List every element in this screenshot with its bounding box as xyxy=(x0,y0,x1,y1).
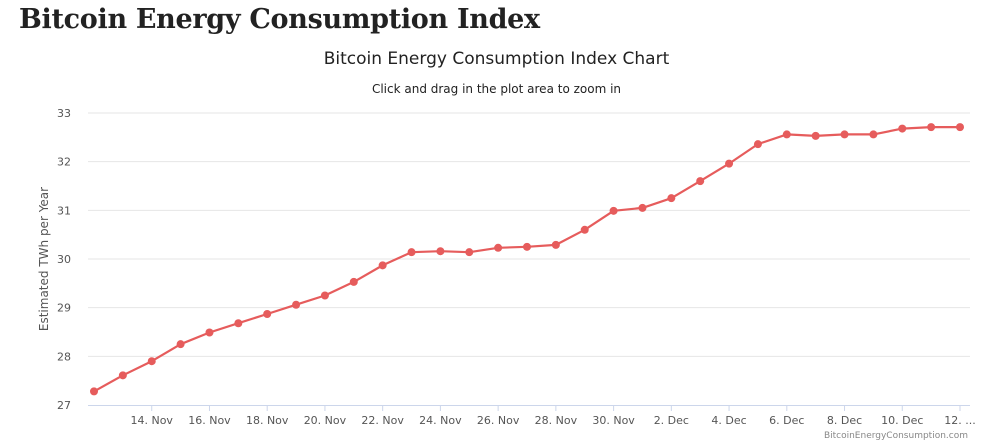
data-point[interactable] xyxy=(956,123,964,132)
data-point[interactable] xyxy=(234,319,243,328)
x-tick-label: 26. Nov xyxy=(477,414,520,427)
x-tick-label: 30. Nov xyxy=(592,414,635,427)
data-point[interactable] xyxy=(523,242,531,251)
x-tick-label: 20. Nov xyxy=(304,414,347,427)
x-tick-label: 10. Dec xyxy=(881,414,923,427)
x-tick-label: 28. Nov xyxy=(535,414,578,427)
x-axis-labels: 14. Nov 16. Nov 18. Nov 20. Nov 22. Nov 24. N… xyxy=(130,405,976,427)
y-tick-label: 33 xyxy=(57,107,71,120)
data-point[interactable] xyxy=(378,261,387,270)
data-point[interactable] xyxy=(407,248,416,257)
data-point[interactable] xyxy=(436,247,445,256)
data-point[interactable] xyxy=(580,225,589,234)
y-tick-label: 27 xyxy=(57,399,71,412)
x-tick-label: 6. Dec xyxy=(769,414,804,427)
x-tick-label: 2. Dec xyxy=(654,414,689,427)
series-layer[interactable] xyxy=(90,123,964,396)
chart-title: Bitcoin Energy Consumption Index Chart xyxy=(323,49,670,69)
data-point[interactable] xyxy=(292,300,301,309)
data-point[interactable] xyxy=(753,140,762,149)
data-point[interactable] xyxy=(147,357,156,366)
data-point[interactable] xyxy=(551,240,560,249)
x-tick-label: 22. Nov xyxy=(361,414,404,427)
x-tick-label: 16. Nov xyxy=(188,414,231,427)
y-axis: 27 28 29 30 31 32 33 xyxy=(57,107,71,412)
x-tick-label: 8. Dec xyxy=(827,414,862,427)
data-point[interactable] xyxy=(898,124,907,133)
data-point[interactable] xyxy=(609,206,618,215)
data-point[interactable] xyxy=(90,387,98,396)
page-heading: Bitcoin Energy Consumption Index xyxy=(19,4,540,35)
data-point[interactable] xyxy=(118,371,127,380)
data-point[interactable] xyxy=(320,291,329,300)
data-point[interactable] xyxy=(465,248,474,257)
data-point[interactable] xyxy=(176,340,185,349)
grid-lines xyxy=(88,112,970,357)
chart-subtitle: Click and drag in the plot area to zoom … xyxy=(371,82,622,96)
data-point[interactable] xyxy=(696,177,705,186)
data-point[interactable] xyxy=(782,130,791,139)
y-tick-label: 29 xyxy=(57,302,71,315)
data-point[interactable] xyxy=(263,309,272,318)
data-point[interactable] xyxy=(811,131,820,140)
x-tick-label: 12. ... xyxy=(944,414,975,427)
y-tick-label: 32 xyxy=(57,156,71,169)
y-axis-label: Estimated TWh per Year xyxy=(37,187,51,331)
credits-link[interactable]: BitcoinEnergyConsumption.com xyxy=(824,431,968,441)
data-point[interactable] xyxy=(349,277,358,286)
y-tick-label: 28 xyxy=(57,350,71,363)
data-point[interactable] xyxy=(869,130,878,139)
data-point[interactable] xyxy=(205,328,214,337)
data-point[interactable] xyxy=(494,243,503,252)
data-point[interactable] xyxy=(638,203,647,212)
data-point[interactable] xyxy=(667,194,676,203)
data-point[interactable] xyxy=(725,159,734,168)
data-point[interactable] xyxy=(840,130,849,139)
data-point[interactable] xyxy=(927,123,936,132)
x-tick-label: 18. Nov xyxy=(246,414,289,427)
y-tick-label: 30 xyxy=(57,253,71,266)
x-tick-label: 14. Nov xyxy=(130,414,173,427)
y-tick-label: 31 xyxy=(57,204,71,217)
x-tick-label: 4. Dec xyxy=(711,414,746,427)
x-tick-label: 24. Nov xyxy=(419,414,462,427)
